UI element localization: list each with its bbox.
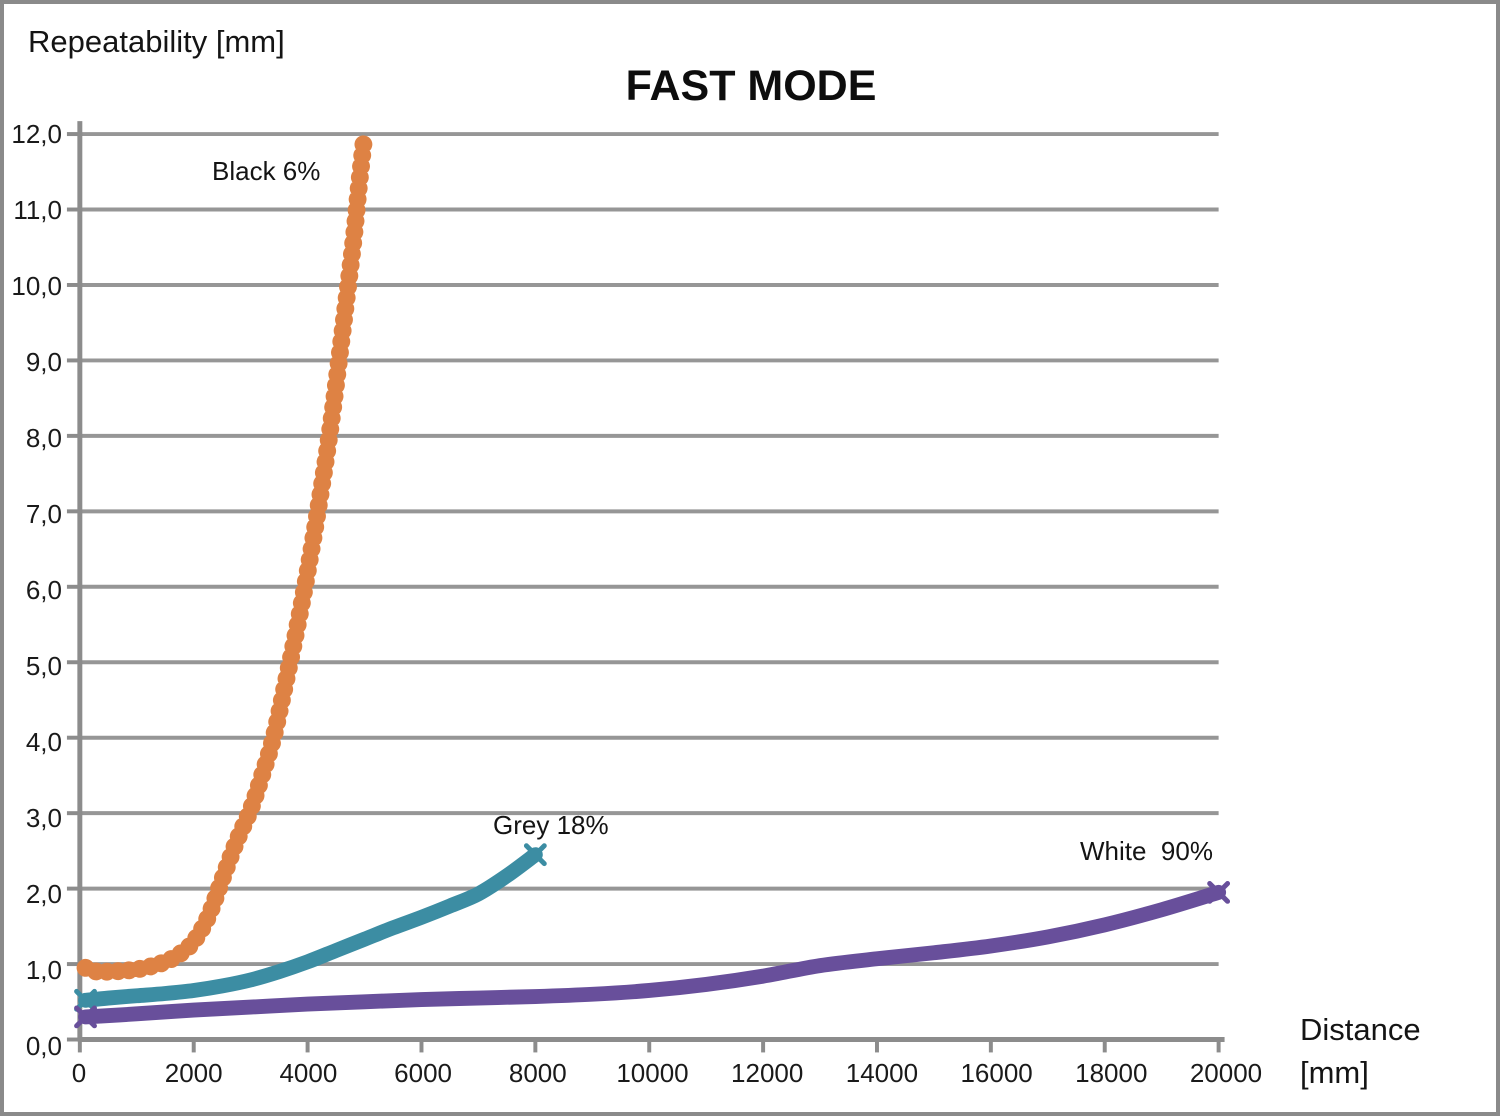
y-tick-label: 5,0 <box>25 651 62 681</box>
y-axis-title: Repeatability [mm] <box>28 24 285 59</box>
x-tick-label: 2000 <box>164 1058 223 1088</box>
x-tick-label: 16000 <box>960 1058 1033 1088</box>
x-tick-label: 18000 <box>1075 1058 1148 1088</box>
x-tick-label: 0 <box>71 1058 87 1088</box>
series-line-black-6- <box>76 125 374 981</box>
y-tick-label: 12,0 <box>11 119 62 149</box>
x-axis-title: Distance [mm] <box>1300 1012 1421 1090</box>
y-tick-label: 11,0 <box>13 195 62 225</box>
y-tick-label: 3,0 <box>25 803 62 833</box>
x-tick-label: 20000 <box>1189 1058 1263 1088</box>
series-label-grey-18: Grey 18% <box>493 810 609 840</box>
series-label-black-6: Black 6% <box>212 156 321 186</box>
series-label-white-90: White 90% <box>1080 836 1213 866</box>
x-tick-label: 4000 <box>279 1058 338 1088</box>
y-tick-label: 9,0 <box>25 347 62 377</box>
x-tick-label: 12000 <box>731 1058 804 1088</box>
x-tick-label: 6000 <box>394 1058 453 1088</box>
chart-title-text: FAST MODE <box>625 62 877 110</box>
y-tick-label: 6,0 <box>25 575 62 605</box>
x-marker <box>74 1005 97 1029</box>
y-tick-label: 10,0 <box>11 271 62 301</box>
x-tick-label: 10000 <box>616 1058 689 1088</box>
line-chart-canvas <box>66 121 1231 1053</box>
y-tick-label: 1,0 <box>25 955 62 985</box>
y-tick-label: 0,0 <box>25 1031 62 1061</box>
chart-title: FAST MODE <box>4 62 1496 111</box>
x-tick-label: 8000 <box>508 1058 567 1088</box>
y-tick-label: 4,0 <box>25 727 62 757</box>
series-line-white-90- <box>78 884 1227 1025</box>
x-marker <box>1207 880 1231 904</box>
x-marker <box>523 843 547 867</box>
x-tick-label: 14000 <box>845 1058 919 1088</box>
y-tick-label: 7,0 <box>25 499 62 529</box>
series-line-grey-18- <box>78 847 543 1008</box>
x-marker <box>74 988 97 1012</box>
y-tick-label: 2,0 <box>25 879 62 909</box>
y-tick-label: 8,0 <box>25 423 62 453</box>
